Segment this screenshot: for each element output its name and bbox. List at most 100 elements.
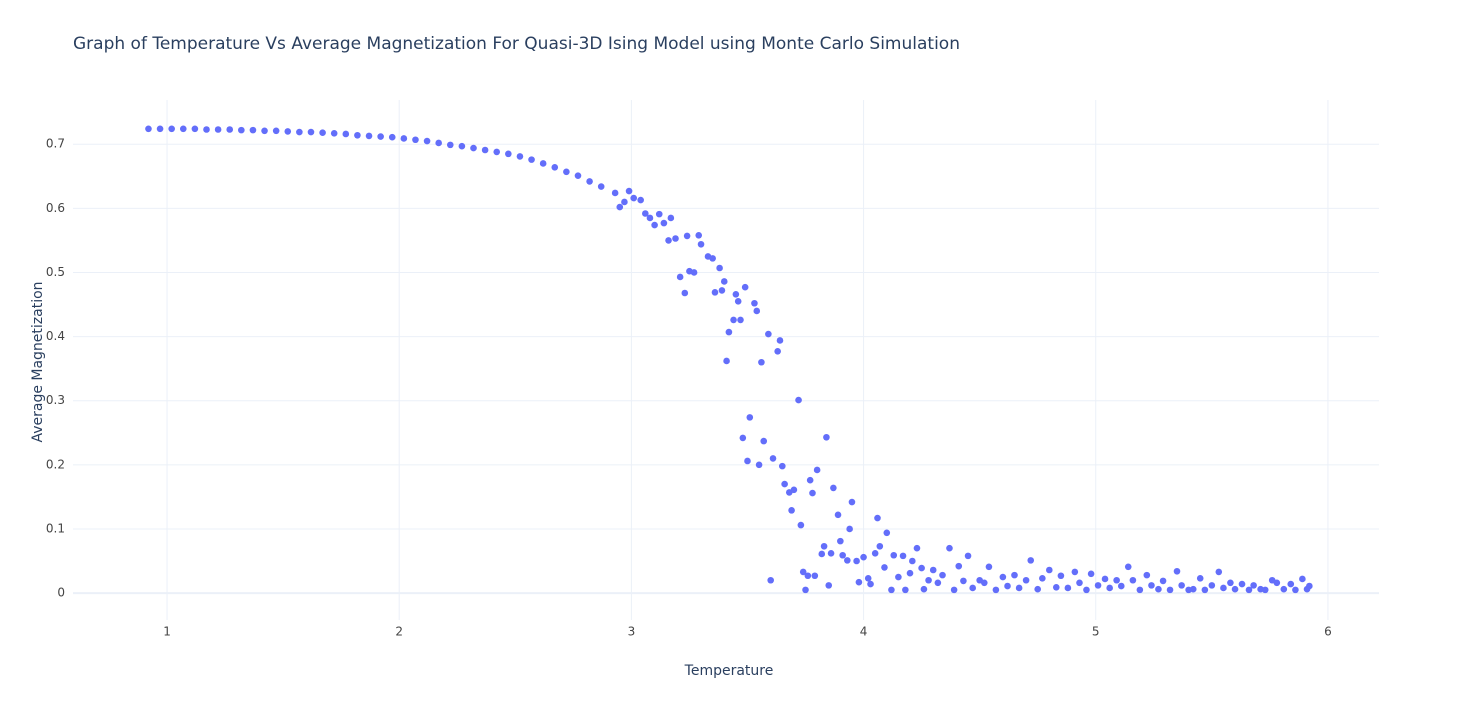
data-point — [1155, 585, 1162, 593]
data-point — [795, 396, 802, 404]
data-point — [818, 550, 826, 558]
data-point — [655, 210, 663, 218]
y-tick-label: 0 — [57, 586, 65, 600]
data-point — [906, 569, 914, 577]
data-point — [867, 580, 874, 588]
data-point — [860, 553, 867, 561]
data-point — [1148, 582, 1155, 589]
data-point — [811, 572, 819, 580]
data-point — [925, 576, 932, 584]
data-point — [1299, 575, 1306, 583]
data-point — [249, 126, 257, 134]
data-point — [1057, 572, 1065, 580]
data-point — [1292, 586, 1299, 594]
data-point — [388, 133, 396, 141]
x-axis-title: Temperature — [684, 663, 774, 679]
data-point — [718, 287, 726, 294]
data-point — [319, 129, 326, 137]
data-point — [725, 328, 733, 336]
y-tick-label: 0.4 — [46, 329, 65, 343]
data-point — [920, 585, 928, 593]
data-point — [563, 168, 570, 176]
data-point — [1231, 585, 1239, 593]
x-tick-label: 2 — [395, 625, 403, 639]
data-point — [683, 232, 691, 240]
data-point — [1087, 570, 1095, 578]
data-point — [883, 529, 891, 537]
data-point — [758, 358, 765, 366]
data-point — [1215, 568, 1223, 576]
data-point — [946, 544, 953, 552]
data-point — [746, 414, 754, 421]
data-point — [827, 550, 835, 557]
data-point — [804, 572, 812, 580]
data-point — [802, 586, 809, 594]
data-point — [723, 357, 730, 365]
data-point — [551, 164, 559, 171]
data-point — [528, 156, 535, 163]
data-point — [939, 571, 946, 579]
data-point — [741, 283, 749, 291]
data-point — [1136, 586, 1144, 594]
data-point — [888, 586, 895, 594]
data-point — [737, 316, 744, 324]
y-tick-label: 0.1 — [46, 521, 65, 535]
data-point — [960, 577, 967, 585]
x-tick-label: 3 — [628, 625, 636, 639]
y-tick-label: 0.3 — [46, 393, 65, 407]
data-point — [1083, 586, 1090, 594]
data-point — [769, 455, 777, 462]
data-point — [681, 289, 689, 297]
data-point — [203, 126, 210, 133]
data-point — [881, 564, 888, 571]
data-point — [774, 348, 781, 355]
data-point — [1189, 585, 1197, 593]
data-point — [586, 178, 593, 185]
x-tick-label: 4 — [860, 625, 868, 639]
x-tick-label: 1 — [163, 625, 171, 639]
data-point — [539, 160, 547, 167]
data-point — [776, 337, 784, 344]
data-point — [902, 586, 909, 594]
data-point — [214, 126, 222, 133]
data-point — [834, 511, 842, 519]
data-point — [1071, 568, 1079, 576]
data-point — [809, 489, 816, 497]
y-tick-label: 0.5 — [46, 265, 65, 279]
data-point — [1287, 580, 1295, 588]
data-point — [929, 566, 937, 574]
data-point — [481, 146, 489, 154]
data-point — [964, 552, 972, 560]
chart-title: Graph of Temperature Vs Average Magnetiz… — [73, 34, 960, 54]
data-point — [874, 514, 881, 522]
data-point — [1173, 567, 1181, 575]
data-point — [1208, 582, 1216, 589]
data-point — [1117, 582, 1125, 590]
data-point — [342, 130, 350, 138]
data-point — [1015, 584, 1023, 592]
data-point — [820, 542, 828, 550]
data-point — [744, 457, 751, 465]
data-point — [676, 273, 684, 281]
data-point — [642, 210, 649, 217]
data-point — [611, 189, 619, 197]
data-point — [781, 480, 788, 488]
data-point — [846, 525, 853, 533]
data-point — [830, 484, 837, 492]
data-point — [630, 194, 638, 202]
y-tick-label: 0.2 — [46, 457, 65, 471]
data-point — [284, 128, 292, 135]
data-point — [651, 221, 658, 229]
data-point — [1159, 577, 1167, 585]
data-point — [739, 434, 747, 442]
data-point — [765, 330, 772, 338]
data-point — [1201, 586, 1209, 594]
data-point — [505, 150, 512, 158]
data-point — [899, 552, 907, 560]
data-point — [637, 196, 644, 204]
data-point — [261, 127, 268, 135]
data-point — [1178, 582, 1185, 589]
data-point — [493, 148, 501, 156]
data-point — [1124, 563, 1132, 571]
data-point — [871, 550, 879, 557]
